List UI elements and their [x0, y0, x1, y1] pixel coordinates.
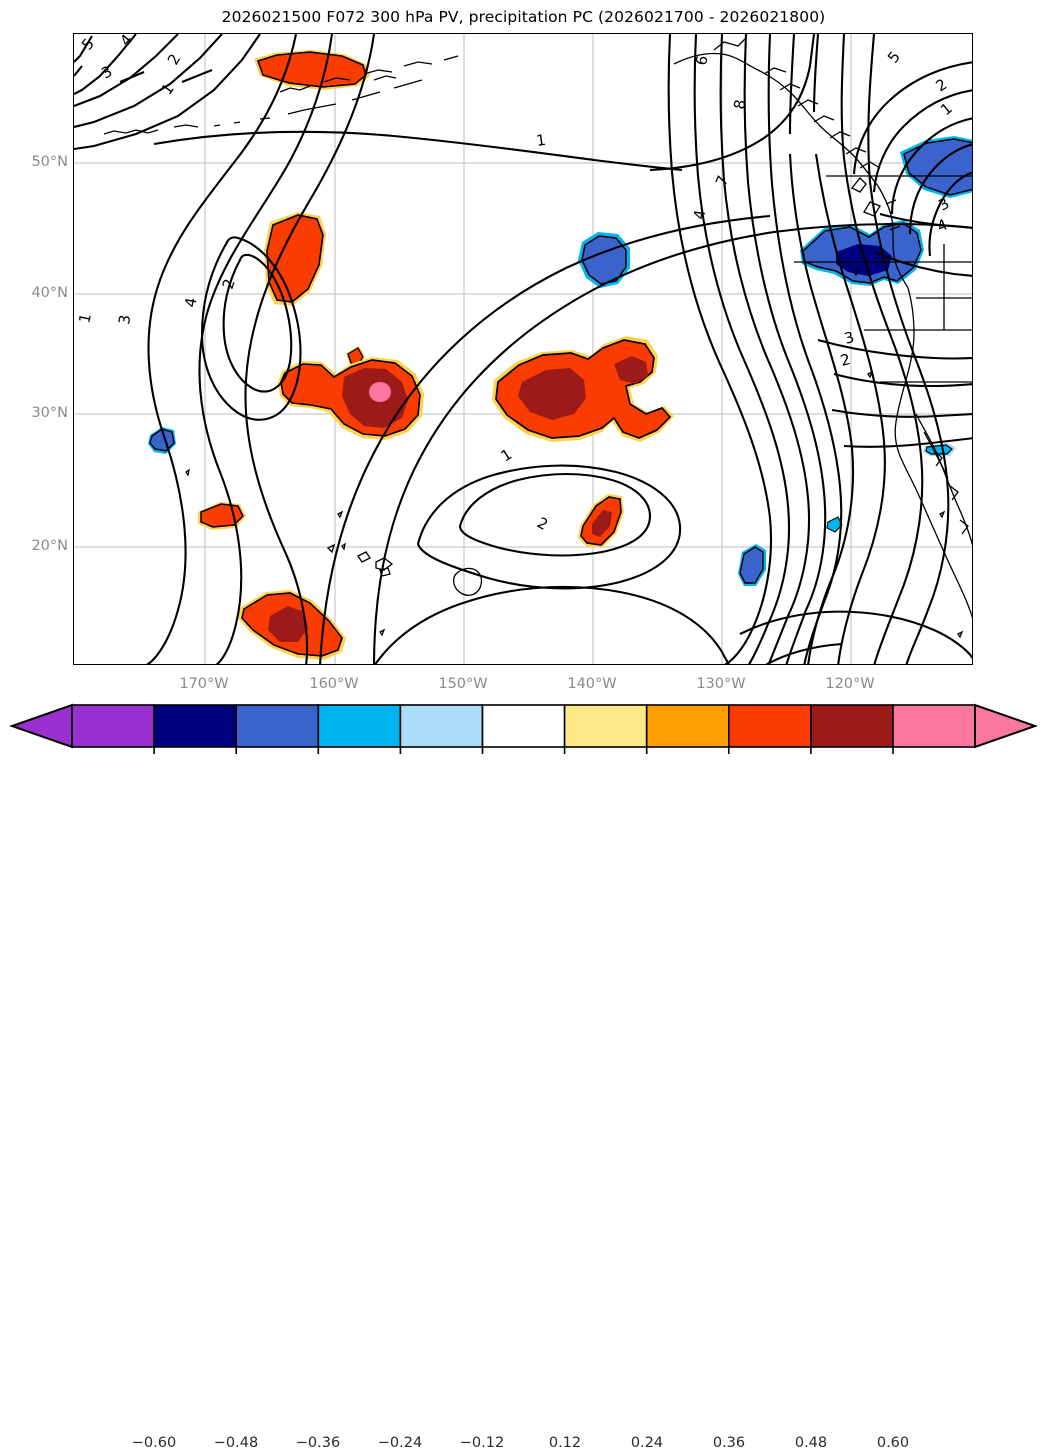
colorbar[interactable]: −0.60 −0.48 −0.36 −0.24 −0.12 0.12 0.24 … — [0, 700, 1047, 1451]
svg-text:5: 5 — [884, 48, 904, 67]
map-canvas: 5 4 3 2 1 1 3 4 2 1 6 8 7 4 5 2 1 3 4 3 — [74, 34, 972, 664]
precip-blob-baja-cyan — [923, 443, 956, 456]
ytick-label-30n: 30°N — [31, 405, 68, 421]
colorbar-tick-3: −0.36 — [295, 1435, 341, 1451]
colorbar-canvas — [8, 703, 1039, 754]
ytick-label-40n: 40°N — [31, 285, 68, 301]
precip-blob-tropical-blue — [738, 544, 766, 586]
pv-contours — [74, 34, 972, 664]
colorbar-tick-2: −0.48 — [213, 1435, 259, 1451]
map-plot-area[interactable]: 5 4 3 2 1 1 3 4 2 1 6 8 7 4 5 2 1 3 4 3 — [73, 33, 973, 665]
colorbar-tick-8: 0.36 — [712, 1435, 746, 1451]
precip-filled-contours — [148, 50, 972, 660]
xtick-label-120w: 120°W — [825, 676, 875, 692]
svg-text:1: 1 — [535, 131, 547, 150]
svg-text:5: 5 — [78, 35, 98, 54]
svg-text:1: 1 — [75, 312, 95, 325]
xtick-label-140w: 140°W — [567, 676, 617, 692]
colorbar-tick-5: −0.12 — [459, 1435, 505, 1451]
svg-text:2: 2 — [933, 75, 951, 95]
ytick-label-50n: 50°N — [31, 154, 68, 170]
svg-text:3: 3 — [842, 328, 856, 348]
colorbar-tick-7: 0.24 — [630, 1435, 664, 1451]
svg-text:2: 2 — [839, 350, 853, 370]
svg-text:1: 1 — [498, 445, 516, 465]
svg-text:2: 2 — [219, 277, 239, 292]
svg-text:2: 2 — [534, 514, 551, 534]
xtick-label-170w: 170°W — [179, 676, 229, 692]
svg-text:1: 1 — [937, 99, 956, 119]
ytick-label-20n: 20°N — [31, 538, 68, 554]
contour-labels: 5 4 3 2 1 1 3 4 2 1 6 8 7 4 5 2 1 3 4 3 — [75, 34, 956, 534]
colorbar-tick-6: 0.12 — [548, 1435, 582, 1451]
precip-blob-pacific-northwest — [800, 220, 924, 286]
gridlines — [74, 34, 972, 664]
figure-root: 2026021500 F072 300 hPa PV, precipitatio… — [0, 8, 1047, 1451]
precip-blob-tiny-cyan — [826, 516, 843, 533]
svg-text:2: 2 — [164, 51, 184, 68]
coastlines — [103, 37, 972, 639]
page-title: 2026021500 F072 300 hPa PV, precipitatio… — [221, 8, 826, 26]
colorbar-tick-4: −0.24 — [377, 1435, 423, 1451]
svg-text:1: 1 — [158, 80, 178, 98]
svg-text:3: 3 — [98, 62, 115, 82]
colorbar-tick-9: 0.48 — [794, 1435, 828, 1451]
precip-blob-alaska-pen — [254, 50, 370, 90]
colorbar-tick-1: −0.60 — [131, 1435, 177, 1451]
svg-text:8: 8 — [730, 98, 749, 111]
precip-blob-mid-pacific-main — [492, 336, 674, 442]
svg-text:3: 3 — [115, 314, 134, 326]
svg-text:4: 4 — [690, 209, 709, 221]
precip-blob-central-pacific-pink — [278, 346, 424, 440]
xtick-label-130w: 130°W — [696, 676, 746, 692]
precip-blob-nw-pacific — [264, 212, 326, 306]
xtick-label-150w: 150°W — [438, 676, 488, 692]
svg-text:6: 6 — [692, 54, 711, 67]
svg-text:4: 4 — [181, 296, 200, 309]
precip-blob-subtropical-ridge — [578, 494, 624, 548]
precip-blob-sw — [238, 590, 346, 660]
xtick-label-160w: 160°W — [309, 676, 359, 692]
colorbar-tick-10: 0.60 — [876, 1435, 910, 1451]
